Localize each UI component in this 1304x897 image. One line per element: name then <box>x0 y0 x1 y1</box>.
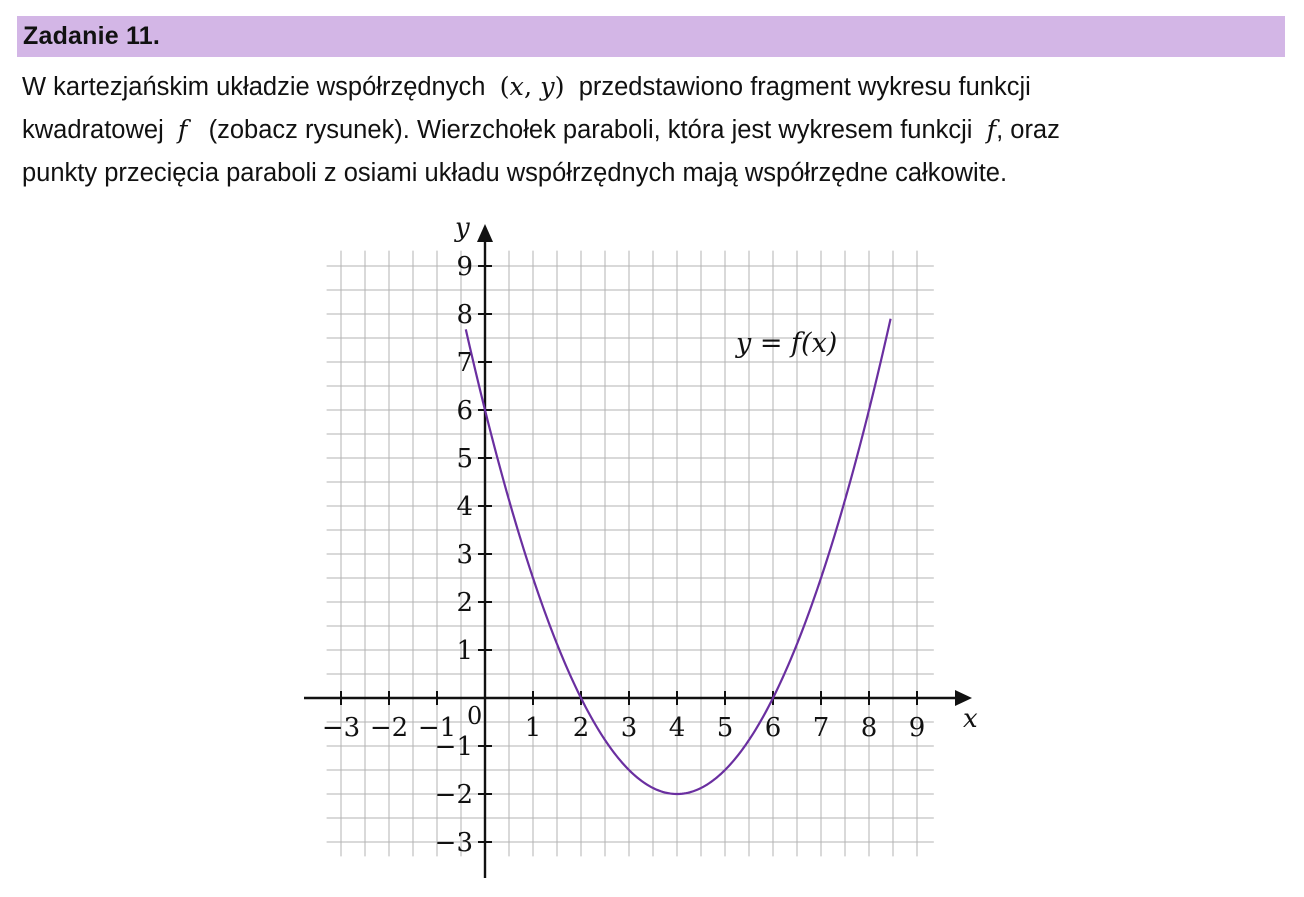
y-tick-label: 4 <box>456 492 473 522</box>
y-tick-label: 2 <box>456 588 473 618</box>
x-tick-label: 6 <box>765 713 782 743</box>
x-tick-label: 9 <box>909 713 926 743</box>
x-tick-label: 2 <box>573 713 590 743</box>
x-tick-label: 7 <box>813 713 830 743</box>
x-tick-label: 5 <box>717 713 734 743</box>
x-tick-label: 1 <box>525 713 542 743</box>
y-tick-label: 5 <box>456 444 473 474</box>
y-tick-label: 3 <box>456 540 473 570</box>
x-tick-label: 4 <box>669 713 686 743</box>
y-tick-label: −1 <box>435 732 473 762</box>
y-tick-label: 9 <box>456 252 473 282</box>
y-tick-label: −2 <box>435 780 473 810</box>
y-tick-label: 8 <box>456 300 473 330</box>
y-axis-label: y <box>454 213 470 243</box>
function-label: y = f(x) <box>735 328 837 359</box>
origin-label: 0 <box>467 702 482 730</box>
y-tick-label: 6 <box>456 396 473 426</box>
x-tick-label: 3 <box>621 713 638 743</box>
grid-lines <box>327 251 934 857</box>
x-tick-label: −2 <box>370 713 408 743</box>
x-axis-label: x <box>963 704 978 734</box>
axes <box>304 224 972 878</box>
y-tick-label: −3 <box>435 828 473 858</box>
y-tick-label: 1 <box>456 636 473 666</box>
x-tick-label: 8 <box>861 713 878 743</box>
x-tick-label: −3 <box>322 713 360 743</box>
y-axis-arrow <box>477 224 493 242</box>
